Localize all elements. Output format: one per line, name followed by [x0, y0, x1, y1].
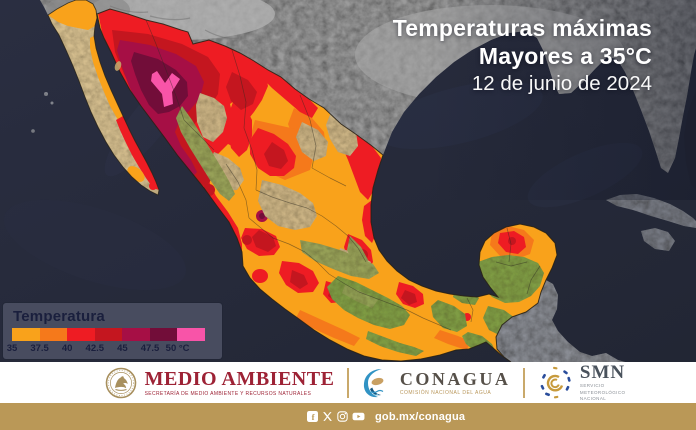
legend-tick-labels: 35 37.5 40 42.5 45 47.5 50 °C [3, 341, 222, 354]
smn-text: SMN SERVICIO METEOROLÓGICO NACIONAL [580, 363, 625, 402]
semarnat-subtitle: SECRETARÍA DE MEDIO AMBIENTE Y RECURSOS … [144, 390, 312, 397]
temperature-legend: Temperatura 35 37.5 40 42.5 45 47.5 50 °C [3, 303, 222, 359]
conagua-subtitle: COMISIÓN NACIONAL DEL AGUA [399, 389, 492, 396]
foreign-land [31, 92, 696, 362]
svg-text:f: f [312, 412, 316, 422]
smn-logo-group: SMN SERVICIO METEOROLÓGICO NACIONAL [538, 363, 625, 402]
conagua-text: CONAGUA COMISIÓN NACIONAL DEL AGUA [400, 370, 511, 396]
semarnat-name: MEDIO AMBIENTE [144, 367, 335, 390]
legend-color-segment [122, 328, 150, 341]
legend-color-segment [177, 328, 206, 341]
legend-tick: 50 °C [165, 343, 190, 354]
footer-gov-bar: f gob.mx/conagua [0, 403, 696, 430]
instagram-icon[interactable] [337, 411, 348, 422]
footer-logos-band: MEDIO AMBIENTE SECRETARÍA DE MEDIO AMBIE… [0, 362, 696, 403]
title-line2: Mayores a 35°C [478, 43, 652, 69]
conagua-logo-group: CONAGUA COMISIÓN NACIONAL DEL AGUA [362, 368, 511, 398]
facebook-icon[interactable]: f [307, 411, 318, 422]
map-title-block: Temperaturas máximas Mayores a 35°C 12 d… [393, 14, 652, 97]
legend-color-segment [12, 328, 40, 341]
legend-title: Temperatura [13, 308, 105, 325]
legend-color-segment [149, 328, 178, 341]
cuba [606, 194, 696, 228]
legend-tick: 35 [6, 343, 18, 354]
state-boundaries [145, 19, 541, 331]
smn-subtitle-line2: METEOROLÓGICO [579, 389, 626, 395]
smn-subtitle-line1: SERVICIO [579, 383, 605, 389]
smn-spiral-icon [540, 366, 571, 398]
tiburon-island [114, 61, 122, 71]
smn-subtitle-line3: NACIONAL [579, 396, 607, 402]
legend-color-segment [39, 328, 68, 341]
footer-divider [523, 367, 525, 398]
legend-colorbar [12, 328, 206, 341]
semarnat-text: MEDIO AMBIENTE SECRETARÍA DE MEDIO AMBIE… [145, 369, 335, 397]
semarnat-eagle-seal-icon [105, 367, 136, 398]
semarnat-logo-group: MEDIO AMBIENTE SECRETARÍA DE MEDIO AMBIE… [105, 367, 335, 399]
legend-color-segment [67, 328, 95, 341]
legend-tick: 40 [61, 343, 73, 354]
x-twitter-icon[interactable] [322, 411, 333, 422]
title-date: 12 de junio de 2024 [471, 72, 652, 95]
footer-divider [347, 367, 349, 398]
mexico-max-temperature-map [0, 0, 696, 362]
temp-zone-over-50 [151, 71, 180, 107]
legend-tick: 42.5 [85, 343, 105, 354]
legend-tick: 47.5 [140, 343, 160, 354]
social-links: f gob.mx/conagua [307, 403, 465, 430]
legend-tick: 45 [117, 343, 128, 354]
mexico-border-outline [96, 8, 558, 362]
title-line1: Temperaturas máximas [392, 15, 652, 41]
guatemala-belize [496, 280, 625, 362]
shadow-veil [430, 0, 696, 200]
gov-url[interactable]: gob.mx/conagua [375, 410, 466, 423]
conagua-water-icon [363, 368, 384, 397]
conagua-name: CONAGUA [399, 368, 511, 389]
legend-tick: 37.5 [30, 343, 49, 354]
youtube-icon[interactable] [352, 411, 365, 422]
legend-color-segment [94, 328, 123, 341]
smn-name: SMN [579, 362, 626, 384]
